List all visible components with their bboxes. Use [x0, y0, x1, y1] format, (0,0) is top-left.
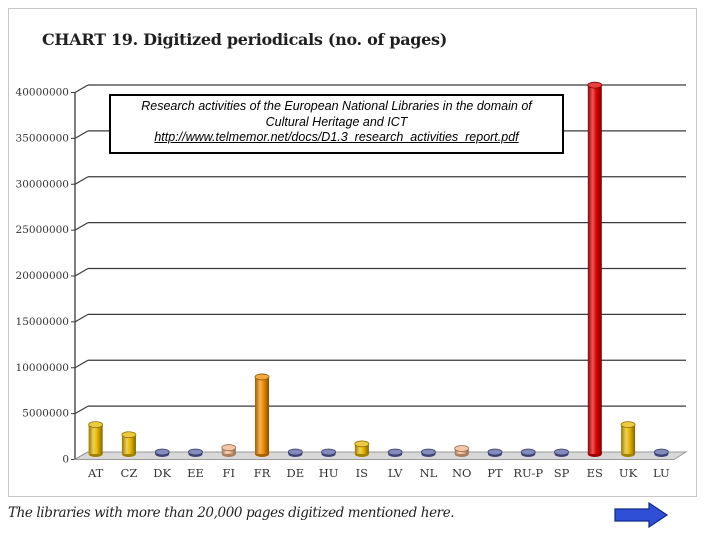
bar-top [421, 448, 436, 456]
y-tick-label: 40000000 [16, 87, 69, 99]
x-tick-label: IS [356, 466, 369, 480]
x-tick-label: FI [222, 466, 235, 480]
y-tick-label: 25000000 [16, 224, 69, 236]
grid-diagonal [74, 267, 89, 277]
bar [621, 424, 636, 454]
source-citation-box: Research activities of the European Nati… [109, 94, 564, 154]
chart-title: CHART 19. Digitized periodicals (no. of … [42, 30, 448, 49]
x-tick-label: UK [619, 466, 638, 480]
bar-top [188, 448, 203, 456]
grid-diagonal [74, 359, 89, 369]
footnote: The libraries with more than 20,000 page… [8, 505, 455, 521]
x-tick-label: DE [286, 466, 304, 480]
bar [255, 376, 270, 454]
grid-diagonal [74, 130, 89, 139]
y-tick-label: 10000000 [16, 362, 69, 374]
grid-diagonal [74, 222, 89, 231]
y-tick-label: 20000000 [16, 270, 69, 282]
chart-frame [8, 8, 697, 497]
bar-top [653, 448, 669, 456]
x-tick-label: RU-P [513, 466, 543, 480]
x-tick-label: ES [587, 466, 603, 480]
bar-top [287, 448, 303, 456]
y-tick-label: 35000000 [16, 132, 69, 144]
bar-top [554, 448, 569, 456]
bar-top [154, 448, 170, 456]
x-tick-label: AT [87, 466, 104, 480]
bar-top [121, 431, 137, 439]
x-tick-label: DK [153, 466, 171, 480]
source-line-2: Cultural Heritage and ICT [265, 114, 408, 129]
x-tick-label: CZ [121, 466, 138, 480]
x-tick-label: PT [487, 466, 503, 480]
bar-top [587, 81, 603, 89]
next-arrow-icon[interactable] [613, 502, 669, 528]
grid-diagonal [74, 405, 89, 415]
x-tick-label: EE [187, 466, 204, 480]
bar-top [221, 444, 237, 451]
source-line-1: Research activities of the European Nati… [141, 99, 532, 113]
x-tick-label: HU [319, 466, 339, 480]
y-tick-label: 5000000 [22, 408, 69, 420]
x-tick-label: NO [452, 466, 472, 480]
bar [354, 443, 369, 454]
bar-top [321, 448, 336, 456]
bar-top [354, 440, 370, 448]
y-tick-label: 15000000 [16, 316, 69, 328]
bar-top [620, 421, 636, 429]
x-tick-label: LU [653, 466, 670, 480]
bar-top [88, 421, 104, 429]
x-tick-label: NL [420, 466, 438, 480]
y-tick-label: 30000000 [16, 178, 69, 190]
bar [88, 424, 103, 454]
bar-top [254, 373, 270, 381]
grid-diagonal [74, 176, 89, 185]
x-tick-label: LV [388, 466, 403, 480]
bar-top [487, 448, 503, 456]
source-link[interactable]: http://www.telmemor.net/docs/D1.3_resear… [154, 130, 519, 144]
bar-top [454, 445, 470, 452]
bar [587, 85, 602, 454]
bar [121, 434, 136, 454]
x-tick-label: SP [554, 466, 570, 480]
y-tick-label: 0 [62, 454, 69, 466]
bar-top [520, 448, 536, 456]
x-tick-label: FR [254, 466, 271, 480]
bar-top [387, 448, 403, 456]
grid-diagonal [74, 313, 89, 323]
grid-diagonal [74, 84, 89, 94]
